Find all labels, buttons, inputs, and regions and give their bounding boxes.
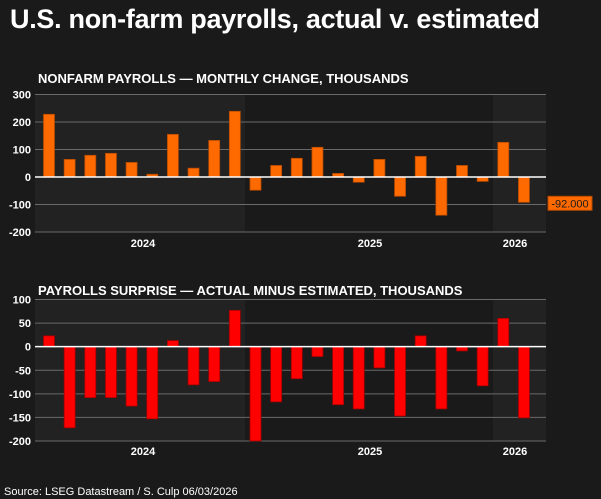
bar-2025-12 [476,346,489,387]
bar-2025-01 [249,346,262,442]
x-year-label: 2026 [503,446,527,458]
x-year-label: 2026 [503,238,527,250]
bar-2024-06 [105,152,117,178]
bar-2025-03 [290,346,303,380]
bar-2024-07 [125,162,138,178]
bar-2025-05 [332,346,345,406]
x-year-label: 2024 [131,238,156,250]
bar-2025-04 [311,346,324,357]
y-tick-label: 300 [13,90,31,102]
bar-2026-01 [497,141,510,178]
bar-2025-08 [394,176,406,197]
source-note: Source: LSEG Datastream / S. Culp 06/03/… [4,486,238,498]
bar-2025-03 [290,157,303,178]
bar-2025-11 [456,165,468,178]
bar-2024-05 [84,346,97,399]
bar-2024-10 [187,346,200,386]
bar-2025-02 [270,165,283,178]
bar-2024-10 [187,167,200,178]
x-year-label: 2025 [358,446,382,458]
y-tick-label: -100 [9,389,31,401]
y-tick-label: 0 [25,342,31,354]
panel-title: PAYROLLS SURPRISE — ACTUAL MINUS ESTIMAT… [38,283,463,298]
bar-2024-06 [105,346,117,399]
bar-2025-02 [270,346,283,403]
y-tick-label: -200 [9,227,31,239]
y-tick-label: -100 [9,200,31,212]
last-value-badge [547,195,593,211]
bar-2025-10 [435,346,448,410]
panel-title: NONFARM PAYROLLS — MONTHLY CHANGE, THOUS… [38,71,409,86]
x-year-label: 2024 [131,446,156,458]
bar-2025-01 [249,176,262,191]
bar-2024-04 [63,346,76,429]
bar-2024-08 [146,346,159,420]
bar-2024-04 [63,158,76,178]
bar-2024-09 [166,133,179,178]
y-tick-label: 50 [19,318,31,330]
y-tick-label: 0 [25,172,31,184]
bar-2024-07 [125,346,138,407]
chart-title: U.S. non-farm payrolls, actual v. estima… [10,4,540,34]
bar-2024-03 [43,113,55,178]
bar-2024-09 [166,340,179,348]
y-tick-label: -200 [9,436,31,448]
x-year-label: 2025 [358,238,382,250]
y-tick-label: -150 [9,412,31,424]
y-tick-label: -50 [15,365,31,377]
bar-2025-04 [311,146,324,178]
bar-2024-12 [228,309,241,348]
bar-2024-03 [43,335,55,348]
y-tick-label: 200 [13,117,31,129]
bar-2025-10 [435,176,448,216]
bar-2025-09 [414,335,427,348]
bar-2025-08 [394,346,406,417]
bar-2024-11 [208,346,221,382]
bar-2026-01 [497,317,510,348]
bar-2025-06 [352,176,365,183]
bar-2026-02 [518,346,530,419]
bar-2024-11 [208,140,221,178]
bar-2025-09 [414,155,427,178]
y-tick-label: 100 [13,295,31,307]
bar-2026-02 [518,176,530,203]
bar-2025-07 [373,346,386,369]
bar-2024-05 [84,154,97,178]
last-value-label: -92.000 [551,198,588,210]
y-tick-label: 100 [13,145,31,157]
bar-2025-06 [352,346,365,410]
bar-2025-07 [373,158,386,178]
bar-2024-12 [228,110,241,178]
